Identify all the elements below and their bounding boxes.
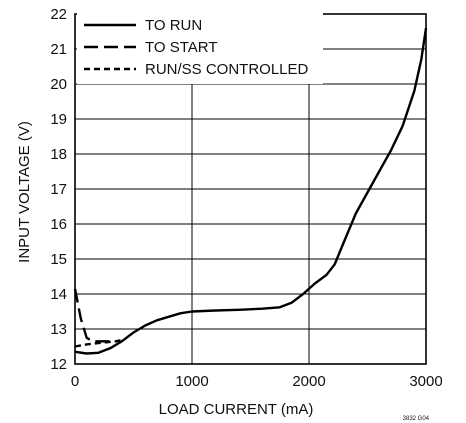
legend-label-to-run: TO RUN [145, 17, 202, 34]
tick-labels: 12 13 14 15 16 17 18 19 20 21 22 0 1000 2000 3000 [50, 6, 442, 390]
series-lines [73, 27, 428, 355]
legend: TO RUN TO START RUN/SS CONTROLLED [77, 12, 323, 84]
y-tick-label: 19 [50, 111, 67, 128]
series-line-run-ss-controlled [74, 338, 125, 348]
y-tick-label: 13 [50, 321, 67, 338]
y-tick-label: 15 [50, 251, 67, 268]
y-tick-label: 20 [50, 76, 67, 93]
y-tick-label: 12 [50, 356, 67, 373]
y-tick-label: 21 [50, 41, 67, 58]
figure-code: 3832 G04 [403, 416, 430, 422]
x-axis-label: LOAD CURRENT (mA) [159, 401, 314, 418]
y-tick-label: 17 [50, 181, 67, 198]
legend-label-to-start: TO START [145, 39, 218, 56]
x-tick-label: 2000 [292, 373, 325, 390]
y-axis-label: INPUT VOLTAGE (V) [16, 121, 33, 263]
y-tick-label: 14 [50, 286, 67, 303]
y-tick-label: 18 [50, 146, 67, 163]
legend-label-run-ss-controlled: RUN/SS CONTROLLED [145, 61, 309, 78]
series-line-to-start [73, 288, 116, 343]
x-tick-label: 1000 [175, 373, 208, 390]
y-tick-label: 22 [50, 6, 67, 23]
series-line-to-run [74, 27, 428, 355]
y-tick-label: 16 [50, 216, 67, 233]
x-tick-label: 0 [71, 373, 79, 390]
x-tick-label: 3000 [409, 373, 442, 390]
